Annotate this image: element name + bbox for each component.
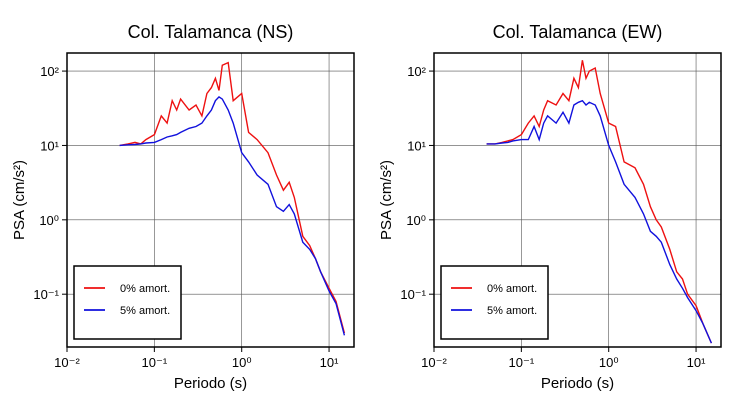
legend-label: 5% amort.	[120, 305, 170, 317]
series-line	[119, 61, 346, 334]
y-tick-label: 10¹	[407, 138, 426, 153]
x-tick-label: 10⁻¹	[142, 355, 168, 370]
legend-label: 0% amort.	[120, 283, 170, 295]
y-tick-label: 10²	[407, 64, 426, 79]
x-axis-label: Periodo (s)	[541, 375, 614, 392]
x-tick-label: 10⁰	[232, 355, 252, 370]
y-tick-label: 10⁰	[39, 213, 59, 228]
x-tick-label: 10⁻²	[421, 355, 447, 370]
series-line	[486, 99, 713, 344]
legend-label: 0% amort.	[487, 283, 537, 295]
legend-label: 5% amort.	[487, 305, 537, 317]
x-tick-label: 10⁻²	[54, 355, 80, 370]
x-tick-label: 10⁻¹	[509, 355, 535, 370]
x-tick-label: 10⁰	[599, 355, 619, 370]
y-axis-label: PSA (cm/s²)	[11, 160, 28, 240]
plot-frame	[66, 52, 355, 348]
y-axis-label: PSA (cm/s²)	[378, 160, 395, 240]
legend-box	[440, 265, 549, 340]
chart-title: Col. Talamanca (EW)	[493, 22, 663, 42]
x-axis-label: Periodo (s)	[174, 375, 247, 392]
series-line	[119, 95, 346, 336]
y-tick-label: 10¹	[40, 138, 59, 153]
y-tick-label: 10⁰	[406, 213, 426, 228]
y-tick-label: 10⁻¹	[33, 287, 59, 302]
legend-box	[73, 265, 182, 340]
series-line	[486, 60, 713, 344]
plot-frame	[433, 52, 722, 348]
x-tick-label: 10¹	[687, 355, 706, 370]
x-tick-label: 10¹	[320, 355, 339, 370]
chart-title: Col. Talamanca (NS)	[128, 22, 294, 42]
y-tick-label: 10²	[40, 64, 59, 79]
y-tick-label: 10⁻¹	[400, 287, 426, 302]
